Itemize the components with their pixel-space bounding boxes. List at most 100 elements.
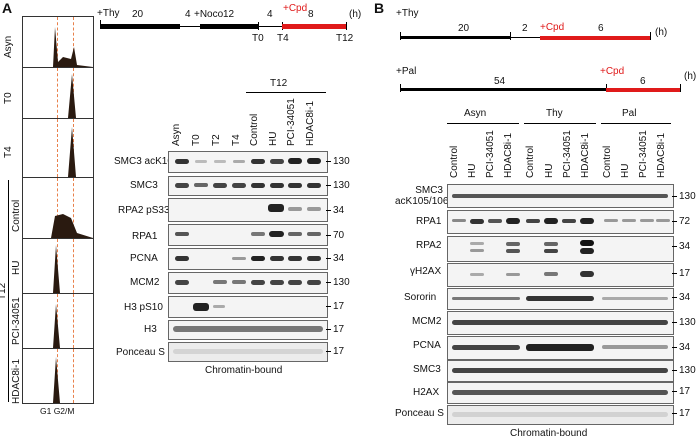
blot-b-label-1: RPA1: [416, 216, 442, 227]
facs-histogram-control: [22, 177, 94, 239]
group-b-asyn: Asyn: [464, 108, 487, 119]
facs-histogram-asyn: [22, 16, 94, 68]
mw-b-1: 72: [679, 216, 691, 227]
blot-a-h3ps10: [168, 296, 328, 318]
timeline-b1-seg3: 6: [598, 23, 604, 34]
timeline-a-t12: T12: [336, 33, 354, 44]
panel-a-letter: A: [2, 0, 13, 16]
blot-a-label-2: RPA2 pS33: [118, 205, 170, 216]
timeline-a-seg1: 20: [132, 9, 144, 20]
mw-a-2: 34: [333, 205, 345, 216]
mw-a-4: 34: [333, 253, 345, 264]
mw-a-8: 17: [333, 346, 345, 357]
blot-a-label-4: PCNA: [130, 253, 158, 264]
facs-label-hdac8i: HDAC8i-1: [11, 358, 22, 404]
lane-a-2: T2: [211, 134, 222, 146]
blot-b-smc3ac: [447, 184, 674, 208]
mw-a-3: 70: [333, 230, 345, 241]
lane-b-6: PCI-34051: [562, 130, 573, 178]
lane-b-2: PCI-34051: [485, 130, 496, 178]
mw-b-3: 17: [679, 268, 691, 279]
blot-a-pcna: [168, 248, 328, 270]
mw-b-2: 34: [679, 241, 691, 252]
lane-a-4: Control: [249, 113, 260, 146]
blot-a-label-6: H3 pS10: [124, 302, 163, 313]
panel-a-group-bracket: [246, 92, 326, 93]
timeline-b1-unit: (h): [655, 27, 668, 38]
facs-histogram-t4: [22, 118, 94, 178]
facs-label-hu: HU: [11, 260, 22, 275]
panel-a-footer: Chromatin-bound: [205, 365, 283, 376]
blot-b-pcna: [447, 336, 674, 360]
facs-group-t12: T12: [0, 282, 8, 300]
blot-a-label-8: Ponceau S: [116, 347, 165, 358]
blot-b-smc3: [447, 360, 674, 382]
timeline-b2-unit: (h): [684, 71, 697, 82]
blot-b-label-2: RPA2: [416, 240, 442, 251]
lane-b-3: HDAC8i-1: [503, 132, 514, 178]
blot-b-gh2ax: [447, 263, 674, 287]
lane-b-0: Control: [449, 145, 460, 178]
mw-b-0: 130: [679, 191, 696, 202]
facs-histogram-pci: [22, 293, 94, 349]
group-b-asyn-bracket: [447, 123, 519, 124]
blot-a-smc3: [168, 176, 328, 196]
mw-b-8: 17: [679, 386, 691, 397]
timeline-a-thy: +Thy: [97, 8, 120, 19]
mw-a-1: 130: [333, 180, 350, 191]
mw-a-0: 130: [333, 156, 350, 167]
mw-a-5: 130: [333, 277, 350, 288]
timeline-a-cpd: +Cpd: [283, 3, 308, 14]
facs-label-asyn: Asyn: [3, 35, 14, 58]
mw-b-7: 130: [679, 365, 696, 376]
group-b-thy: Thy: [546, 108, 563, 119]
timeline-a-t0: T0: [252, 33, 264, 44]
blot-b-label-0: SMC3 acK105/106: [395, 185, 449, 207]
panel-a-group-t12: T12: [270, 78, 288, 89]
timeline-b2-seg1: 54: [494, 76, 506, 87]
facs-histogram-t0: [22, 67, 94, 119]
blot-a-label-0: SMC3 acK105/106: [114, 156, 198, 167]
lane-b-5: HU: [544, 163, 555, 178]
panel-b-footer: Chromatin-bound: [510, 428, 588, 439]
facs-axis-label: G1 G2/M: [40, 406, 75, 416]
group-b-thy-bracket: [524, 123, 596, 124]
group-b-pal: Pal: [622, 108, 637, 119]
blot-a-h3: [168, 320, 328, 340]
mw-a-7: 17: [333, 324, 345, 335]
blot-a-smc3ac: [168, 151, 328, 173]
blot-b-rpa2: [447, 236, 674, 262]
timeline-b1-thy: +Thy: [396, 8, 419, 19]
lane-a-0: Asyn: [171, 123, 182, 146]
blot-b-label-9: Ponceau S: [395, 408, 444, 419]
blot-a-mcm2: [168, 272, 328, 294]
mw-b-9: 17: [679, 408, 691, 419]
blot-b-label-5: MCM2: [412, 316, 442, 327]
blot-a-label-1: SMC3: [130, 180, 158, 191]
facs-label-pci: PCI-34051: [11, 297, 22, 345]
blot-a-label-3: RPA1: [132, 231, 158, 242]
timeline-a-seg5: 8: [308, 9, 314, 20]
blot-a-rpa1: [168, 224, 328, 246]
lane-a-3: T4: [231, 134, 242, 146]
lane-a-5: HU: [268, 131, 279, 146]
lane-a-1: T0: [191, 134, 202, 146]
blot-b-h2ax: [447, 382, 674, 404]
lane-b-1: HU: [467, 163, 478, 178]
blot-b-label-7: SMC3: [413, 364, 441, 375]
timeline-b1-seg1: 20: [458, 23, 470, 34]
lane-b-8: Control: [602, 145, 613, 178]
blot-b-label-6: PCNA: [413, 340, 441, 351]
facs-label-control: Control: [11, 199, 22, 232]
blot-b-label-4: Sororin: [404, 292, 437, 303]
lane-b-10: PCI-34051: [638, 130, 649, 178]
facs-label-t0: T0: [3, 92, 14, 104]
timeline-a-seg2: 4: [185, 9, 191, 20]
mw-b-4: 34: [679, 292, 691, 303]
timeline-b2-pal: +Pal: [396, 66, 417, 77]
mw-b-5: 130: [679, 317, 696, 328]
blot-b-label-8: H2AX: [413, 387, 440, 398]
facs-histogram-hu: [22, 238, 94, 294]
lane-a-6: PCI-34051: [286, 98, 297, 146]
blot-a-label-7: H3: [144, 324, 157, 335]
